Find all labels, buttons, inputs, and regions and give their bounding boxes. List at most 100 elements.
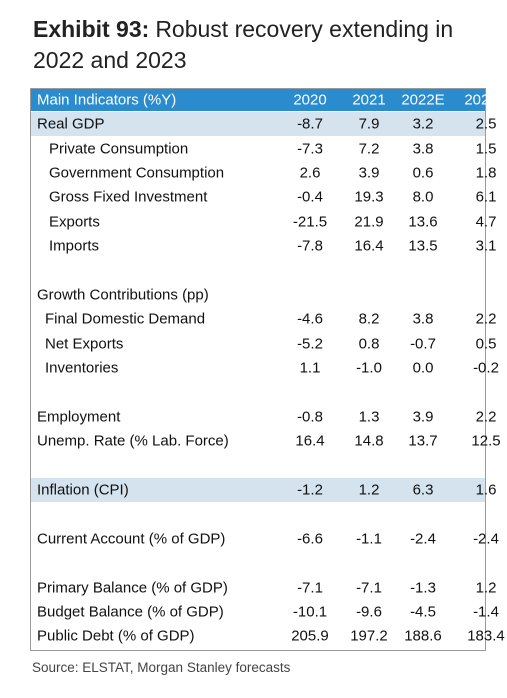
table-row: Final Domestic Demand -4.6 8.2 3.8 2.2 xyxy=(31,307,496,331)
cell-value: 14.8 xyxy=(354,432,384,450)
table-row: Net Exports -5.2 0.8 -0.7 0.5 xyxy=(31,332,496,356)
row-group: Growth Contributions (pp) Final Domestic … xyxy=(31,283,499,381)
cell-value: -7.1 xyxy=(297,579,323,597)
cell-value: -4.5 xyxy=(410,603,436,621)
cell-value: 1.6 xyxy=(475,481,497,499)
cell-value: 7.9 xyxy=(358,115,380,133)
cell-value: 19.3 xyxy=(354,188,384,206)
cell-value: -10.1 xyxy=(292,603,328,621)
table-row: Gross Fixed Investment -0.4 19.3 8.0 6.1 xyxy=(31,185,496,209)
row-label: Unemp. Rate (% Lab. Force) xyxy=(37,432,229,450)
cell-value: 1.3 xyxy=(358,408,380,426)
table-row: Public Debt (% of GDP) 205.9 197.2 188.6 183… xyxy=(31,624,505,648)
exhibit-label: Exhibit 93: xyxy=(33,16,150,42)
exhibit-title: Robust recovery extending in 2022 and 20… xyxy=(33,16,454,73)
row-group: Inflation (CPI) -1.2 1.2 6.3 1.6 xyxy=(31,477,496,503)
row-label: Private Consumption xyxy=(49,140,189,158)
row-group: Employment -0.8 1.3 3.9 2.2 Unemp. Rate (% La… xyxy=(31,405,501,454)
cell-value: 1.5 xyxy=(475,140,497,158)
row-label: Gross Fixed Investment xyxy=(49,188,208,206)
cell-value: -1.1 xyxy=(356,530,382,548)
table: Main Indicators (%Y) 2020 2021 2022E 2023E Re… xyxy=(30,88,507,651)
cell-value: -0.2 xyxy=(473,359,499,377)
cell-value: -0.7 xyxy=(410,335,436,353)
table-row: Current Account (% of GDP) -6.6 -1.1 -2.4 -2… xyxy=(31,527,499,551)
column-header: Main Indicators (%Y) xyxy=(37,91,177,109)
cell-value: 1.1 xyxy=(299,359,321,377)
row-label: Exports xyxy=(49,213,100,231)
cell-value: 8.2 xyxy=(358,310,380,328)
row-label: Current Account (% of GDP) xyxy=(37,530,226,548)
cell-value: 2.5 xyxy=(475,115,497,133)
cell-value: 13.6 xyxy=(408,213,438,231)
title: Exhibit 93: Robust recovery extending in … xyxy=(33,14,483,76)
cell-value: -6.6 xyxy=(297,530,323,548)
row-label: Final Domestic Demand xyxy=(45,310,206,328)
row-label: Growth Contributions (pp) xyxy=(37,286,209,304)
cell-value: 1.8 xyxy=(475,164,497,182)
cell-value: -1.2 xyxy=(297,481,323,499)
cell-value: 3.1 xyxy=(475,237,497,255)
cell-value: 16.4 xyxy=(295,432,325,450)
row-group: Real GDP -8.7 7.9 3.2 2.5 Private Consumption… xyxy=(31,112,496,258)
cell-value: 2.2 xyxy=(475,408,497,426)
cell-value: 13.5 xyxy=(408,237,438,255)
table-row: Exports -21.5 21.9 13.6 4.7 xyxy=(31,210,496,234)
table-row: Unemp. Rate (% Lab. Force) 16.4 14.8 13.7 12… xyxy=(31,429,501,453)
table-row: Employment -0.8 1.3 3.9 2.2 xyxy=(31,405,496,429)
table-row: Budget Balance (% of GDP) -10.1 -9.6 -4.5 -1… xyxy=(31,600,499,624)
cell-value: -1.0 xyxy=(356,359,382,377)
column-header: 2020 xyxy=(293,91,327,109)
table-row: Inflation (CPI) -1.2 1.2 6.3 1.6 xyxy=(31,477,496,503)
table-row: Real GDP -8.7 7.9 3.2 2.5 xyxy=(31,112,496,137)
row-label: Budget Balance (% of GDP) xyxy=(37,603,224,621)
cell-value: 0.5 xyxy=(475,335,497,353)
cell-value: 12.5 xyxy=(471,432,501,450)
cell-value: 0.6 xyxy=(412,164,434,182)
cell-value: 0.8 xyxy=(358,335,380,353)
cell-value: -7.3 xyxy=(297,140,323,158)
cell-value: 183.4 xyxy=(467,627,505,645)
table-row: Private Consumption -7.3 7.2 3.8 1.5 xyxy=(31,136,496,160)
table-row: Growth Contributions (pp) xyxy=(31,283,485,307)
cell-value: 21.9 xyxy=(354,213,384,231)
cell-value: -0.8 xyxy=(297,408,323,426)
cell-value: -0.4 xyxy=(297,188,323,206)
table-row: Primary Balance (% of GDP) -7.1 -7.1 -1.3 1.… xyxy=(31,575,496,599)
table-row: Inventories 1.1 -1.0 0.0 -0.2 xyxy=(31,356,499,380)
cell-value: 16.4 xyxy=(354,237,384,255)
row-label: Imports xyxy=(49,237,100,255)
cell-value: 205.9 xyxy=(291,627,329,645)
cell-value: -2.4 xyxy=(473,530,499,548)
cell-value: 4.7 xyxy=(475,213,497,231)
cell-value: 0.0 xyxy=(412,359,434,377)
cell-value: 13.7 xyxy=(408,432,438,450)
cell-value: 2.6 xyxy=(299,164,321,182)
column-header: 2021 xyxy=(352,91,386,109)
cell-value: 188.6 xyxy=(404,627,442,645)
cell-value: -4.6 xyxy=(297,310,323,328)
cell-value: -5.2 xyxy=(297,335,323,353)
cell-value: 6.3 xyxy=(412,481,434,499)
cell-value: 6.1 xyxy=(475,188,497,206)
row-label: Public Debt (% of GDP) xyxy=(37,627,195,645)
cell-value: -9.6 xyxy=(356,603,382,621)
cell-value: -7.8 xyxy=(297,237,323,255)
column-header: 2023E xyxy=(464,91,507,109)
row-label: Primary Balance (% of GDP) xyxy=(37,579,228,597)
cell-value: 1.2 xyxy=(475,579,497,597)
row-label: Real GDP xyxy=(37,115,105,133)
source: Source: ELSTAT, Morgan Stanley forecasts xyxy=(32,660,291,675)
cell-value: -21.5 xyxy=(292,213,328,231)
cell-value: 7.2 xyxy=(358,140,380,158)
cell-value: 2.2 xyxy=(475,310,497,328)
row-label: Inflation (CPI) xyxy=(37,481,129,499)
row-group: Current Account (% of GDP) -6.6 -1.1 -2.4 -2… xyxy=(31,527,499,551)
cell-value: 3.8 xyxy=(412,140,434,158)
header-row: Main Indicators (%Y) 2020 2021 2022E 2023E xyxy=(31,89,507,111)
cell-value: 1.2 xyxy=(358,481,380,499)
row-label: Inventories xyxy=(45,359,119,377)
cell-value: 8.0 xyxy=(412,188,434,206)
cell-value: 3.9 xyxy=(412,408,434,426)
